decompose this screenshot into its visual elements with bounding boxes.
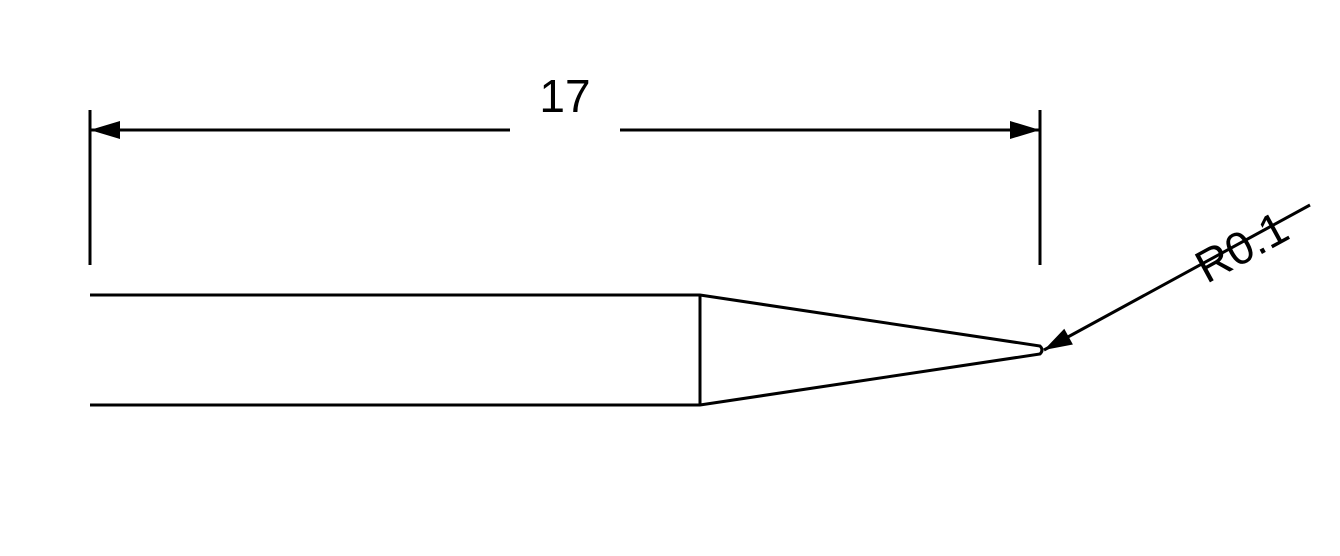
technical-drawing: 17 R0.1 [0, 0, 1340, 556]
radius-leader-arrow [1044, 329, 1073, 350]
dimension-radius: R0.1 [1044, 201, 1310, 350]
dimension-radius-value: R0.1 [1187, 201, 1297, 293]
dimension-arrow-left [90, 121, 120, 139]
dimension-arrow-right [1010, 121, 1040, 139]
dimension-length: 17 [90, 70, 1040, 139]
dimension-length-value: 17 [539, 70, 590, 122]
soldering-tip-outline [90, 295, 1042, 405]
